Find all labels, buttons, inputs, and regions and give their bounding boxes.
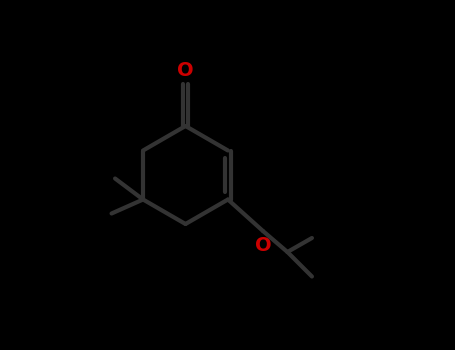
Text: O: O — [177, 61, 194, 80]
Text: O: O — [255, 236, 271, 255]
